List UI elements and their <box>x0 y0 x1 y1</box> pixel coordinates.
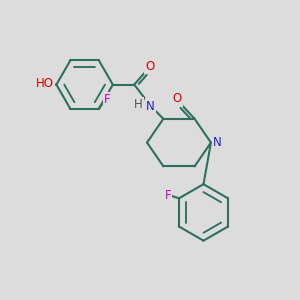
Text: HO: HO <box>36 76 54 90</box>
Text: O: O <box>146 60 155 73</box>
Text: N: N <box>146 100 155 112</box>
Text: H: H <box>134 98 142 111</box>
Text: N: N <box>213 136 222 149</box>
Text: F: F <box>104 93 110 106</box>
Text: O: O <box>172 92 182 105</box>
Text: F: F <box>164 189 171 202</box>
